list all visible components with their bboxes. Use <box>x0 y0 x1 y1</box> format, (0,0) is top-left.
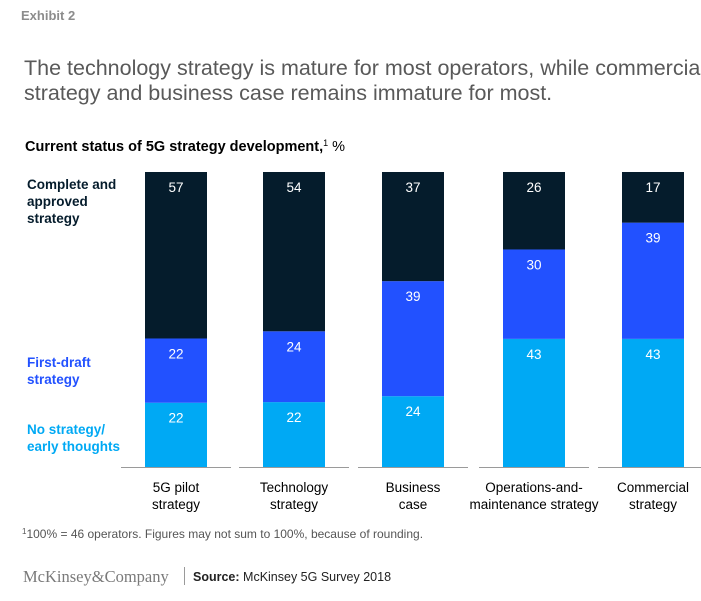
category-label-line: Business <box>385 480 441 495</box>
subtitle-text: Current status of 5G strategy developmen… <box>25 139 324 155</box>
source-label: Source: <box>193 570 240 584</box>
value-label-commercial-no-strategy: 43 <box>645 347 660 362</box>
headline-line-1: The technology strategy is mature for mo… <box>24 56 701 80</box>
bar-5g-pilot-complete <box>145 172 207 339</box>
legend-first-draft: First-draft strategy <box>27 355 91 387</box>
category-label-operations-maintenance: Operations-and-maintenance strategy <box>459 479 609 513</box>
bar-operations-maintenance-no-strategy <box>503 338 565 467</box>
value-label-commercial-complete: 17 <box>645 180 660 195</box>
bar-5g-pilot-first-draft <box>145 338 207 403</box>
footnote-text: 100% = 46 operators. Figures may not sum… <box>26 527 424 541</box>
value-label-business-case-complete: 37 <box>405 180 420 195</box>
value-label-5g-pilot-complete: 57 <box>168 180 183 195</box>
category-label-business-case: Business case <box>338 479 488 513</box>
category-label-line: strategy <box>269 497 319 512</box>
category-label-line: 5G pilot <box>152 480 200 495</box>
value-label-5g-pilot-no-strategy: 22 <box>168 411 183 426</box>
bar-commercial-complete <box>622 172 684 223</box>
value-label-business-case-first-draft: 39 <box>405 289 420 304</box>
subtitle-footnote-marker: 1 <box>323 138 329 148</box>
value-label-operations-maintenance-complete: 26 <box>526 180 541 195</box>
value-label-5g-pilot-first-draft: 22 <box>168 346 183 361</box>
value-label-operations-maintenance-first-draft: 30 <box>526 257 541 272</box>
category-label-line: maintenance strategy <box>469 497 599 512</box>
category-label-commercial: Commercial strategy <box>578 479 701 513</box>
value-label-technology-first-draft: 24 <box>286 339 302 354</box>
category-label-line: case <box>398 497 428 512</box>
source-note: Source: McKinsey 5G Survey 2018 <box>193 570 391 584</box>
bar-operations-maintenance-complete <box>503 172 565 250</box>
category-label-line: Commercial <box>616 480 689 495</box>
category-label-technology: Technology strategy <box>219 479 369 513</box>
category-label-line: strategy <box>151 497 201 512</box>
footnote: 1100% = 46 operators. Figures may not su… <box>22 527 423 541</box>
category-label-5g-pilot: 5G pilot strategy <box>101 479 251 513</box>
category-label-line: Operations-and- <box>485 480 583 495</box>
value-label-business-case-no-strategy: 24 <box>405 404 421 419</box>
legend-no-strategy: No strategy/ early thoughts <box>27 422 121 454</box>
bar-technology-complete <box>263 172 325 332</box>
footnote-marker: 1 <box>22 527 27 536</box>
subtitle-unit: % <box>332 139 346 155</box>
value-label-operations-maintenance-no-strategy: 43 <box>526 347 541 362</box>
footer-divider <box>184 567 185 585</box>
bar-technology-first-draft <box>263 331 325 403</box>
bar-commercial-no-strategy <box>622 338 684 467</box>
bar-business-case-no-strategy <box>382 396 444 467</box>
value-label-commercial-first-draft: 39 <box>645 231 660 246</box>
exhibit-label: Exhibit 2 <box>21 8 76 23</box>
bar-commercial-first-draft <box>622 222 684 339</box>
headline: The technology strategy is mature for mo… <box>24 56 701 106</box>
legend-complete: Complete and approved strategy <box>27 177 117 226</box>
source-text: McKinsey 5G Survey 2018 <box>243 570 392 584</box>
bar-business-case-complete <box>382 172 444 282</box>
bar-operations-maintenance-first-draft <box>503 249 565 339</box>
value-label-technology-no-strategy: 22 <box>286 410 301 425</box>
bar-business-case-first-draft <box>382 281 444 397</box>
category-label-line: Technology <box>259 480 329 495</box>
mckinsey-logo: McKinsey&Company <box>23 567 169 586</box>
chart-subtitle: Current status of 5G strategy developmen… <box>25 138 345 155</box>
bar-technology-no-strategy <box>263 402 325 467</box>
stacked-bar-chart: 22 22 57 22 24 54 24 39 37 43 30 26 43 39 17 <box>121 172 701 468</box>
bar-5g-pilot-no-strategy <box>145 402 207 467</box>
headline-line-2: strategy and business case remains immat… <box>24 81 553 105</box>
value-label-technology-complete: 54 <box>286 180 302 195</box>
category-label-line: strategy <box>628 497 678 512</box>
